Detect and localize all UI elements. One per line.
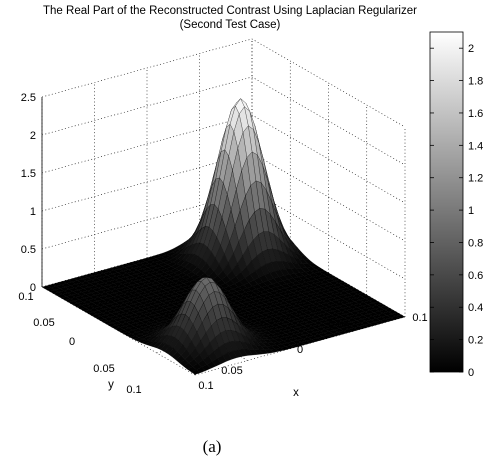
y-axis-label: y <box>108 379 114 391</box>
colorbar-tick-label: 0.8 <box>468 237 483 249</box>
colorbar-tick-label: 1.4 <box>468 140 483 152</box>
z-grid-line <box>41 76 406 166</box>
colorbar-tick-label: 1.8 <box>468 76 483 88</box>
figure-caption: (a) <box>203 437 222 456</box>
z-tick-label: 1.5 <box>21 168 36 180</box>
z-tick-label: 1 <box>30 206 36 218</box>
x-tick-label: 0.1 <box>198 380 213 392</box>
x-tick-label: 0.05 <box>328 319 349 331</box>
y-tick-label: 0.1 <box>126 384 141 396</box>
colorbar-tick-label: 2 <box>468 43 474 55</box>
surface-patch <box>190 369 201 375</box>
colorbar-tick-label: 0.4 <box>468 302 483 314</box>
colorbar-tick-label: 0.6 <box>468 270 483 282</box>
colorbar-gradient <box>429 31 464 373</box>
chart-title: The Real Part of the Reconstructed Contr… <box>43 5 417 17</box>
x-tick-label: 0.1 <box>412 312 427 324</box>
x-tick-label: 0.05 <box>221 365 242 377</box>
colorbar-tick-label: 0 <box>468 367 474 379</box>
colorbar: 0 0.2 0.4 0.6 0.8 1 1.2 1.4 1.6 1.8 2 <box>429 31 483 379</box>
z-tick-label: 2 <box>30 130 36 142</box>
surface-plot: 0 0.5 1 1.5 2 2.5 0.1 0.05 0 0.05 0.1 0.1 0.05 0 0.05 0… <box>18 38 428 396</box>
colorbar-tick-label: 0.2 <box>468 335 483 347</box>
colorbar-tick-label: 1.2 <box>468 173 483 185</box>
chart-subtitle: (Second Test Case) <box>180 19 281 31</box>
colorbar-tick-label: 1 <box>468 205 474 217</box>
y-tick-label: 0.1 <box>18 291 33 303</box>
x-axis-label: x <box>293 387 299 399</box>
z-grid-line <box>41 114 406 204</box>
y-tick-label: 0.05 <box>33 317 54 329</box>
z-tick-label: 0 <box>30 282 36 294</box>
z-tick-label: 2.5 <box>21 92 36 104</box>
colorbar-tick-label: 1.6 <box>468 108 483 120</box>
y-tick-label: 0 <box>69 336 75 348</box>
z-grid-line <box>41 38 406 128</box>
z-tick-label: 0.5 <box>21 244 36 256</box>
x-tick-label: 0 <box>297 344 303 356</box>
y-tick-label: 0.05 <box>93 363 114 375</box>
